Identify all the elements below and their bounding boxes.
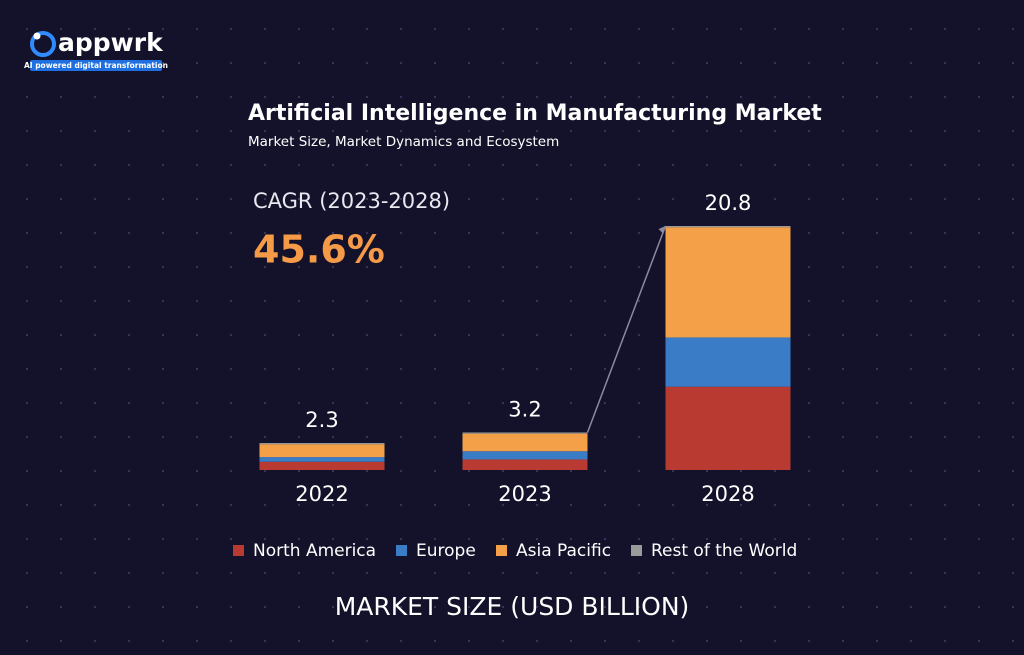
- x-tick-label: 2022: [295, 482, 348, 506]
- bar-segment: [259, 444, 385, 458]
- total-label: 3.2: [508, 397, 541, 421]
- annotation-label: CAGR (2023-2028): [253, 189, 450, 213]
- total-label: 2.3: [305, 408, 338, 432]
- legend-label: Asia Pacific: [516, 541, 611, 561]
- growth-arrow: [586, 225, 667, 433]
- x-tick-label: 2023: [498, 482, 551, 506]
- legend-swatch: [396, 545, 407, 556]
- bar-segment: [665, 337, 791, 387]
- tagline-box: [30, 60, 162, 71]
- x-tick-label: 2028: [701, 482, 754, 506]
- bar-segment: [259, 461, 385, 470]
- legend-swatch: [233, 545, 244, 556]
- brand-name: appwrk: [58, 28, 164, 57]
- brand-tagline: AI powered digital transformation: [24, 61, 168, 70]
- total-label: 20.8: [705, 191, 752, 215]
- legend-swatch: [631, 545, 642, 556]
- bar-segment: [462, 433, 588, 452]
- bar-segment: [462, 459, 588, 470]
- x-axis-label: MARKET SIZE (USD BILLION): [335, 592, 690, 621]
- legend-label: Europe: [416, 541, 476, 561]
- chart-subtitle: Market Size, Market Dynamics and Ecosyst…: [248, 134, 559, 150]
- bar-segment: [665, 226, 791, 228]
- bar-segment: [462, 451, 588, 460]
- annotation-value: 45.6%: [253, 228, 385, 272]
- chart-title: Artificial Intelligence in Manufacturing…: [248, 101, 822, 126]
- arrow-head: [658, 226, 666, 233]
- legend-label: North America: [253, 541, 376, 561]
- legend-swatch: [496, 545, 507, 556]
- bar-segment: [259, 457, 385, 462]
- bar-segment: [259, 443, 385, 445]
- logo-icon: [30, 31, 56, 57]
- bar-segment: [665, 227, 791, 338]
- bar-segment: [462, 432, 588, 434]
- legend-label: Rest of the World: [651, 541, 797, 561]
- bar-segment: [665, 386, 791, 470]
- logo-dot: [33, 32, 41, 40]
